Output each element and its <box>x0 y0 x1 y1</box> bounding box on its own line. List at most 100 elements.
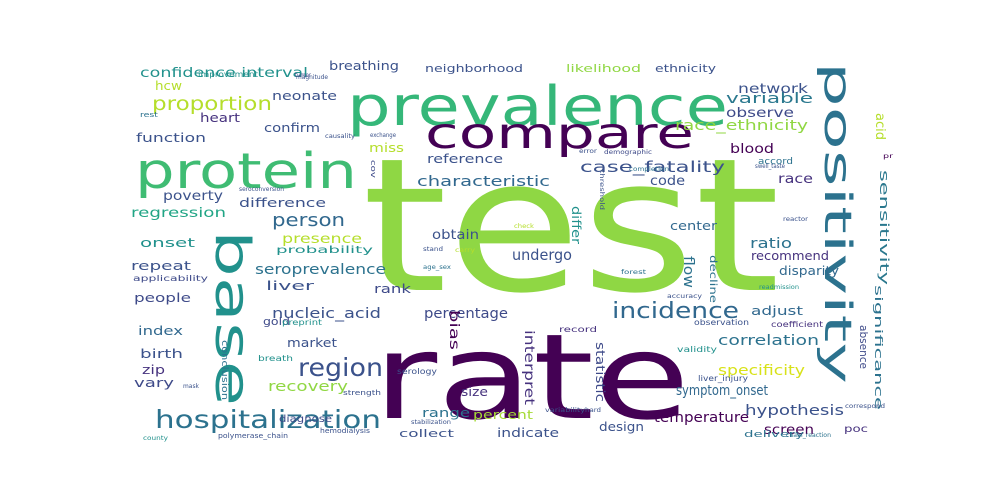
word-design: design <box>599 420 644 434</box>
word-reference: reference <box>427 152 503 166</box>
word-temperature: temperature <box>654 410 749 426</box>
word-hospitalization: hospitalization <box>155 405 381 434</box>
word-heart: heart <box>200 111 240 125</box>
word-exchange: exchange <box>370 132 396 139</box>
word-regression: regression <box>131 206 226 221</box>
word-accuracy: accuracy <box>667 293 703 300</box>
word-strength: strength <box>343 389 381 397</box>
word-screen: screen <box>764 423 814 438</box>
word-causality: causality <box>325 133 355 140</box>
word-person: person <box>272 210 345 231</box>
word-test: test <box>362 118 780 334</box>
word-carry: carry <box>455 247 476 254</box>
word-delivery: delivery <box>744 430 805 440</box>
word-likelihood: likelihood <box>566 62 641 75</box>
word-rest: rest <box>140 111 158 119</box>
word-correlation: correlation <box>718 333 819 349</box>
word-acid: acid <box>872 113 887 140</box>
word-sensitivity: sensitivity <box>877 170 891 285</box>
word-percentage: percentage <box>424 306 508 322</box>
word-check: check <box>514 223 535 230</box>
word-incidence: incidence <box>612 299 739 324</box>
word-ratio: ratio <box>750 236 792 252</box>
word-observation: observation <box>694 318 749 327</box>
word-center: center <box>670 219 717 233</box>
word-miss: miss <box>369 141 404 155</box>
word-base: base <box>204 230 260 406</box>
word-blood: blood <box>730 142 774 157</box>
word-case-fatality: case_fatality <box>580 158 725 177</box>
word-confidence-interval: confidence interval <box>140 66 308 81</box>
word-diagnose: diagnose <box>279 414 332 425</box>
word-flow: flow <box>680 256 696 288</box>
word-birth: birth <box>140 347 183 361</box>
word-market: market <box>287 336 337 350</box>
word-observe: observe <box>726 106 794 121</box>
word-mask: mask <box>183 383 200 390</box>
word-function: function <box>136 131 206 145</box>
word-size: size <box>461 385 488 399</box>
word-neonate: neonate <box>272 89 337 103</box>
word-liver: liver <box>266 279 314 293</box>
word-forest: forest <box>621 269 647 276</box>
word-prevalence: prevalence <box>347 75 728 138</box>
word-proportion: proportion <box>152 93 272 115</box>
word-absence: absence <box>857 325 870 369</box>
word-zip: zip <box>142 363 165 377</box>
word-breath: breath <box>258 354 293 363</box>
word-recommend: recommend <box>751 249 829 263</box>
word-poc: poc <box>844 424 868 435</box>
word-error: error <box>579 148 598 155</box>
word-record: record <box>559 325 597 334</box>
word-liver-injury: liver_injury <box>698 374 748 383</box>
word-readmission: readmission <box>759 284 799 291</box>
word-decline: decline <box>707 255 718 303</box>
word-stabilization: stabilization <box>411 419 451 426</box>
word-preprint: preprint <box>282 318 322 327</box>
word-range: range <box>422 406 470 420</box>
word-correspond: correspond <box>845 403 885 410</box>
word-serology: serology <box>397 367 437 376</box>
word-coefficient: coefficient <box>771 320 823 329</box>
word-cov: cov <box>369 160 377 178</box>
word-hcw: hcw <box>155 79 182 93</box>
word-significance: significance <box>872 285 885 410</box>
word-gold: gold <box>263 315 290 328</box>
word-people: people <box>134 291 191 305</box>
word-race: race <box>778 172 813 187</box>
word-accord: accord <box>758 157 793 167</box>
word-seroprevalence: seroprevalence <box>255 262 386 278</box>
word-protein: protein <box>135 143 357 200</box>
word-code: code <box>650 174 685 189</box>
word-nucleic-acid: nucleic_acid <box>272 306 381 322</box>
word-improvement: improvement <box>198 70 258 79</box>
word-neighborhood: neighborhood <box>425 62 523 75</box>
word-seroconversion: seroconversion <box>239 186 284 193</box>
word-hard: hard <box>585 407 601 414</box>
word-hypothesis: hypothesis <box>745 403 844 419</box>
word-specificity: specificity <box>718 363 805 379</box>
word-reactor: reactor <box>783 216 809 223</box>
word-completion: completion <box>629 166 669 173</box>
word-demographic: demographic <box>604 149 652 156</box>
word-differ: differ <box>569 206 583 244</box>
word-bias: bias <box>446 310 461 350</box>
word-rate: rate <box>373 308 690 446</box>
word-poverty: poverty <box>163 189 223 204</box>
word-undergo: undergo <box>512 246 572 264</box>
word-pr: pr <box>883 153 894 160</box>
word-ethnicity: ethnicity <box>655 62 717 75</box>
word-stand: stand <box>423 246 443 253</box>
word-validity: validity <box>677 345 717 354</box>
word-swell-taste: swell_taste <box>755 163 785 170</box>
word-collect: collect <box>399 427 455 440</box>
word-index: index <box>138 324 183 338</box>
word-percent: percent <box>473 408 533 422</box>
word-breathing: breathing <box>329 59 399 73</box>
word-repeat: repeat <box>131 259 191 273</box>
word-variability: variability <box>545 407 586 414</box>
word-difference: difference <box>239 196 326 210</box>
word-magnitude: magnitude <box>296 74 328 81</box>
word-network: network <box>738 82 809 97</box>
